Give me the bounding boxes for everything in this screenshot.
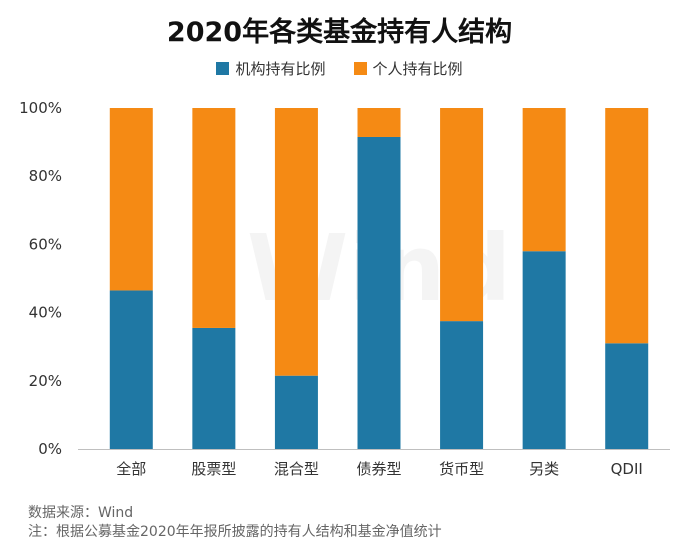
x-tick-label: 另类 [529, 460, 559, 478]
y-tick-label: 80% [29, 167, 62, 185]
source-note: 数据来源：Wind [28, 505, 134, 521]
bar-individual [440, 108, 484, 322]
footnote: 注：根据公募基金2020年年报所披露的持有人结构和基金净值统计 [28, 524, 442, 540]
x-tick-label: 债券型 [356, 460, 401, 478]
bar-institutional [109, 290, 153, 449]
bar-individual [605, 108, 649, 344]
bar-institutional [522, 251, 566, 449]
legend-label-individual: 个人持有比例 [372, 60, 463, 78]
bar-institutional [192, 327, 236, 449]
x-tick-label: 全部 [116, 460, 146, 478]
y-tick-label: 40% [29, 304, 62, 322]
x-tick-label: 股票型 [191, 460, 236, 478]
chart-title: 2020年各类基金持有人结构 [166, 17, 513, 48]
legend-item-individual: 个人持有比例 [353, 58, 463, 79]
x-tick-label: 货币型 [439, 460, 484, 478]
y-tick-label: 20% [29, 372, 62, 390]
bar-individual [522, 108, 566, 252]
legend-swatch-individual [353, 62, 367, 75]
legend-swatch-institutional [216, 62, 230, 75]
bar-institutional [605, 343, 649, 449]
bar-individual [357, 108, 401, 137]
legend-label-institutional: 机构持有比例 [235, 60, 326, 78]
bar-individual [274, 108, 318, 376]
bar-individual [109, 108, 153, 291]
bar-institutional [274, 375, 318, 449]
legend: 机构持有比例 个人持有比例 [0, 58, 679, 79]
bar-institutional [440, 321, 484, 449]
x-tick-label: QDII [611, 460, 643, 478]
y-tick-label: 0% [38, 440, 62, 458]
y-tick-label: 60% [29, 235, 62, 253]
bar-institutional [357, 136, 401, 450]
bar-individual [192, 108, 236, 328]
x-tick-label: 混合型 [274, 460, 319, 478]
legend-item-institutional: 机构持有比例 [216, 58, 326, 79]
y-tick-label: 100% [19, 99, 62, 117]
